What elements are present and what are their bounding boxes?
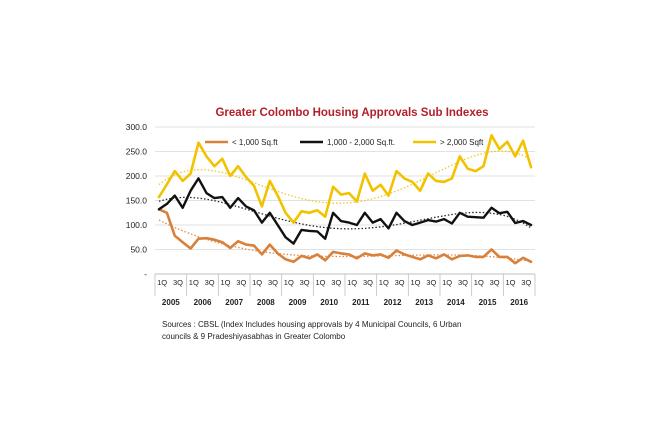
quarter-tick-label: 3Q	[268, 278, 278, 287]
trendline-large	[158, 150, 532, 204]
legend: < 1,000 Sq.ft 1,000 - 2,000 Sq.ft. > 2,0…	[205, 138, 484, 147]
year-label: 2014	[447, 298, 465, 307]
legend-label-medium: 1,000 - 2,000 Sq.ft.	[327, 138, 395, 147]
trendline-medium	[158, 196, 532, 230]
quarter-tick-label: 3Q	[173, 278, 183, 287]
quarter-tick-label: 3Q	[236, 278, 246, 287]
year-label: 2009	[289, 298, 307, 307]
series-line-small	[157, 208, 533, 265]
quarter-tick-label: 1Q	[379, 278, 389, 287]
source-note-line-1: Sources : CBSL (Index Includes housing a…	[162, 320, 461, 329]
chart-title: Greater Colombo Housing Approvals Sub In…	[215, 107, 488, 119]
quarter-tick-label: 1Q	[315, 278, 325, 287]
quarter-tick-label: 3Q	[300, 278, 310, 287]
quarter-tick-label: 3Q	[205, 278, 215, 287]
quarter-tick-label: 1Q	[189, 278, 199, 287]
year-label: 2007	[225, 298, 243, 307]
quarter-tick-label: 1Q	[505, 278, 515, 287]
y-tick-label: 150.0	[126, 196, 148, 206]
quarter-tick-label: 3Q	[331, 278, 341, 287]
quarter-tick-label: 1Q	[284, 278, 294, 287]
legend-label-small: < 1,000 Sq.ft	[232, 138, 278, 147]
year-label: 2016	[510, 298, 528, 307]
series-line-medium	[157, 177, 533, 245]
quarter-tick-label: 1Q	[220, 278, 230, 287]
quarter-tick-label: 1Q	[157, 278, 167, 287]
year-label: 2005	[162, 298, 180, 307]
year-label: 2008	[257, 298, 275, 307]
gridlines	[155, 126, 535, 250]
source-note-line-2: councils & 9 Pradeshiyasabhas in Greater…	[162, 332, 346, 341]
year-label: 2011	[352, 298, 370, 307]
quarter-tick-label: 1Q	[442, 278, 452, 287]
quarter-tick-label: 3Q	[363, 278, 373, 287]
series-line-large	[157, 134, 533, 224]
x-axis-ticks: 1Q 3Q 1Q 3Q 1Q 3Q 1Q 3Q 1Q 3Q 1Q 3Q 1Q 3Q 1Q 3Q 1Q 3Q 1Q 3Q…	[154, 274, 536, 307]
year-label: 2006	[194, 298, 212, 307]
year-label: 2012	[384, 298, 402, 307]
quarter-tick-label: 1Q	[347, 278, 357, 287]
quarter-tick-label: 3Q	[490, 278, 500, 287]
y-tick-label: 250.0	[126, 147, 148, 157]
y-axis-ticks: 300.0 250.0 200.0 150.0 100.0 50.0 -	[126, 122, 148, 279]
trendlines	[158, 150, 532, 263]
quarter-tick-label: 3Q	[426, 278, 436, 287]
y-tick-label: 100.0	[126, 220, 148, 230]
year-label: 2010	[320, 298, 338, 307]
legend-label-large: > 2,000 Sqft	[440, 138, 484, 147]
quarter-tick-label: 1Q	[410, 278, 420, 287]
y-tick-label: 300.0	[126, 122, 148, 132]
year-label: 2013	[415, 298, 433, 307]
quarter-tick-label: 1Q	[252, 278, 262, 287]
quarter-tick-label: 1Q	[474, 278, 484, 287]
quarter-tick-label: 3Q	[458, 278, 468, 287]
quarter-tick-label: 3Q	[521, 278, 531, 287]
y-tick-label: 50.0	[130, 245, 147, 255]
quarter-tick-label: 3Q	[395, 278, 405, 287]
series-lines	[157, 134, 533, 265]
y-tick-label: -	[144, 269, 147, 279]
y-tick-label: 200.0	[126, 171, 148, 181]
year-label: 2015	[479, 298, 497, 307]
